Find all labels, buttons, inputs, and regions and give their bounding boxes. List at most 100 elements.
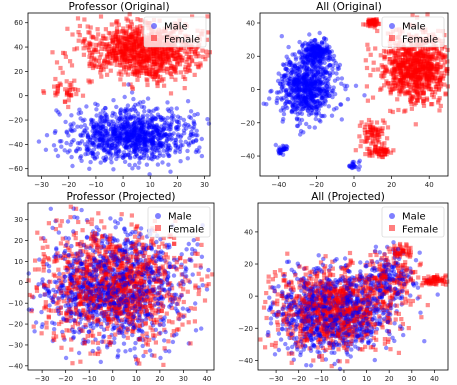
female-point — [87, 80, 92, 85]
male-point — [63, 119, 68, 125]
female-point — [403, 72, 408, 78]
male-point — [152, 154, 157, 159]
female-point — [65, 90, 70, 96]
male-point — [137, 134, 142, 139]
male-point — [321, 94, 326, 99]
male-point — [192, 112, 197, 118]
female-point — [433, 84, 438, 89]
male-point — [70, 128, 75, 134]
male-point — [171, 113, 176, 118]
female-point — [371, 60, 376, 65]
female-point — [141, 45, 146, 50]
female-point — [71, 87, 76, 92]
male-point — [90, 151, 95, 157]
female-point — [120, 45, 125, 50]
female-point — [385, 136, 390, 141]
male-point — [157, 141, 162, 146]
female-point — [198, 63, 203, 68]
male-point — [122, 94, 127, 100]
male-point — [82, 128, 87, 133]
male-point — [105, 138, 110, 143]
female-point — [33, 258, 38, 263]
male-point — [76, 111, 81, 116]
male-point — [109, 160, 114, 165]
legend-female-label: Female — [164, 35, 200, 46]
male-point — [300, 104, 306, 109]
male-point — [293, 57, 299, 62]
female-point — [89, 217, 95, 222]
female-point — [56, 267, 61, 272]
female-point — [205, 274, 210, 279]
male-point — [106, 131, 111, 136]
female-point — [435, 66, 440, 71]
male-point — [71, 138, 76, 143]
female-point — [370, 95, 376, 100]
female-point — [419, 50, 424, 55]
female-point — [364, 84, 369, 89]
female-point — [169, 65, 174, 71]
y-tick-label: −40 — [240, 153, 255, 161]
female-point — [368, 73, 373, 78]
male-point — [275, 95, 280, 101]
female-point — [193, 263, 198, 268]
male-point — [148, 109, 153, 114]
male-point — [194, 137, 199, 143]
female-point — [115, 39, 120, 44]
male-point — [101, 133, 106, 138]
male-point — [111, 167, 116, 172]
male-point — [155, 125, 161, 131]
male-point — [64, 140, 69, 146]
x-tick-label: 20 — [173, 181, 182, 189]
male-point — [155, 131, 160, 136]
female-point — [160, 52, 166, 57]
male-point — [103, 106, 108, 111]
male-point — [323, 49, 328, 54]
female-point — [177, 54, 183, 59]
male-point — [153, 145, 159, 151]
male-point — [291, 96, 296, 101]
female-point — [114, 21, 119, 26]
female-point — [145, 58, 150, 63]
male-point — [104, 119, 110, 124]
male-point — [69, 113, 74, 118]
male-point — [191, 119, 196, 124]
female-point — [105, 53, 110, 58]
female-point — [112, 47, 117, 52]
female-point — [102, 46, 107, 52]
female-point — [359, 139, 364, 144]
male-point — [141, 99, 146, 105]
male-point — [151, 127, 156, 132]
y-tick-label: 20 — [246, 53, 255, 61]
male-point — [114, 151, 119, 157]
female-point — [176, 297, 181, 302]
female-point — [398, 72, 403, 77]
female-point — [118, 63, 123, 68]
male-point — [185, 122, 191, 128]
female-point — [145, 78, 150, 83]
female-point — [111, 39, 116, 44]
male-point — [112, 336, 117, 341]
male-point — [128, 150, 133, 156]
male-point — [120, 122, 125, 127]
male-point — [145, 131, 150, 136]
female-point — [140, 25, 145, 31]
female-point — [123, 45, 128, 50]
male-point — [190, 126, 195, 131]
female-point — [144, 53, 149, 58]
female-point — [148, 47, 154, 53]
male-point — [138, 155, 144, 160]
y-tick-label: −60 — [8, 165, 23, 173]
female-point — [65, 91, 70, 96]
male-point — [143, 136, 148, 141]
female-point — [382, 141, 387, 146]
male-point — [155, 131, 160, 136]
female-point — [95, 27, 100, 32]
male-point — [293, 72, 298, 77]
male-point — [129, 90, 135, 95]
male-point — [59, 144, 64, 149]
male-point — [88, 159, 93, 165]
male-point — [115, 153, 120, 159]
male-point — [114, 136, 120, 141]
male-point — [144, 162, 150, 167]
female-point — [180, 55, 185, 60]
